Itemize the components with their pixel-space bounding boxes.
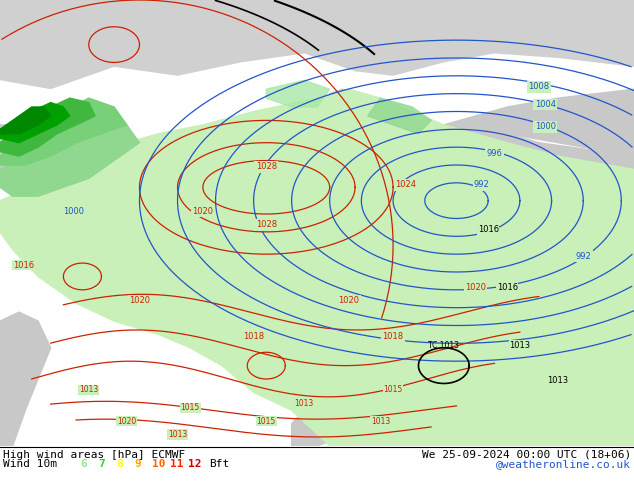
Polygon shape <box>330 348 456 379</box>
Polygon shape <box>368 98 431 134</box>
Text: 1000: 1000 <box>63 207 84 216</box>
Text: 12: 12 <box>188 459 202 469</box>
Polygon shape <box>0 107 51 134</box>
Polygon shape <box>444 89 634 156</box>
Text: 1013: 1013 <box>295 399 314 408</box>
Text: 992: 992 <box>576 252 591 261</box>
Text: 1013: 1013 <box>168 430 187 439</box>
Text: 1016: 1016 <box>13 261 34 270</box>
Text: 1018: 1018 <box>382 332 404 341</box>
Text: 992: 992 <box>474 180 489 189</box>
Polygon shape <box>266 80 330 107</box>
Polygon shape <box>406 259 495 290</box>
Polygon shape <box>368 187 634 446</box>
Text: 10: 10 <box>152 459 165 469</box>
Text: @weatheronline.co.uk: @weatheronline.co.uk <box>496 459 631 469</box>
Text: 6: 6 <box>80 459 87 469</box>
Text: 1013: 1013 <box>547 376 569 386</box>
Polygon shape <box>228 143 266 170</box>
Text: 1020: 1020 <box>465 283 486 292</box>
Polygon shape <box>0 116 139 196</box>
Text: 1013: 1013 <box>509 341 531 350</box>
Polygon shape <box>0 98 127 165</box>
Text: 1028: 1028 <box>256 220 277 229</box>
Text: 1020: 1020 <box>117 416 136 426</box>
Text: 9: 9 <box>134 459 141 469</box>
Polygon shape <box>0 312 51 446</box>
Text: 1018: 1018 <box>243 332 264 341</box>
Text: 1004: 1004 <box>534 100 556 109</box>
Text: 1020: 1020 <box>129 296 150 305</box>
Text: 1020: 1020 <box>338 296 359 305</box>
Polygon shape <box>0 89 634 446</box>
Text: 1016: 1016 <box>477 225 499 234</box>
Polygon shape <box>520 259 539 294</box>
Text: We 25-09-2024 00:00 UTC (18+06): We 25-09-2024 00:00 UTC (18+06) <box>422 450 631 460</box>
Text: High wind areas [hPa] ECMWF: High wind areas [hPa] ECMWF <box>3 450 185 460</box>
Text: Wind 10m: Wind 10m <box>3 459 57 469</box>
Text: 1024: 1024 <box>395 180 417 189</box>
Text: 11: 11 <box>170 459 183 469</box>
Polygon shape <box>0 0 634 89</box>
Text: 1013: 1013 <box>371 416 390 426</box>
Text: 1015: 1015 <box>384 386 403 394</box>
Text: 8: 8 <box>116 459 123 469</box>
Text: 1016: 1016 <box>496 283 518 292</box>
Polygon shape <box>0 98 95 156</box>
Text: TC 1013: TC 1013 <box>429 341 459 350</box>
Text: Bft: Bft <box>209 459 230 469</box>
Text: 1028: 1028 <box>256 163 277 172</box>
Text: 996: 996 <box>486 149 503 158</box>
Text: 1020: 1020 <box>192 207 214 216</box>
Text: 1008: 1008 <box>528 82 550 91</box>
Polygon shape <box>317 89 406 187</box>
Polygon shape <box>393 125 634 178</box>
Text: 1013: 1013 <box>79 386 98 394</box>
Text: 1015: 1015 <box>257 416 276 426</box>
Polygon shape <box>0 102 70 143</box>
Text: 1015: 1015 <box>181 403 200 412</box>
Polygon shape <box>0 125 32 178</box>
Text: 1000: 1000 <box>534 122 556 131</box>
Polygon shape <box>292 392 355 446</box>
Text: 7: 7 <box>98 459 105 469</box>
